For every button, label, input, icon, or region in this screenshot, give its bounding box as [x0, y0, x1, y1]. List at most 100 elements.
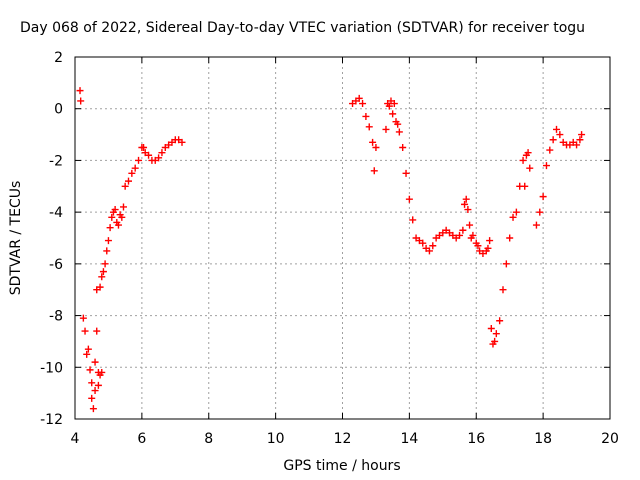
data-point	[556, 131, 564, 139]
data-point	[429, 242, 437, 250]
data-point	[359, 100, 367, 108]
data-point	[81, 327, 89, 335]
data-point	[121, 182, 129, 190]
data-point	[492, 330, 500, 338]
data-point	[549, 136, 557, 144]
data-point	[131, 164, 139, 172]
data-point	[394, 120, 402, 128]
data-point	[536, 208, 544, 216]
data-point	[101, 260, 109, 268]
data-point	[484, 244, 492, 252]
data-point	[578, 131, 586, 139]
x-tick-label: 20	[601, 431, 619, 447]
data-point	[125, 177, 132, 185]
data-point	[486, 237, 494, 245]
data-point	[155, 154, 163, 162]
data-point	[94, 381, 102, 389]
data-point	[140, 144, 148, 151]
y-tick-label: 0	[54, 102, 63, 118]
data-point	[474, 242, 482, 250]
data-point	[84, 345, 92, 353]
data-point	[573, 141, 581, 149]
data-point	[98, 273, 106, 281]
x-tick-label: 8	[204, 431, 213, 447]
data-point	[79, 314, 87, 322]
data-point	[76, 87, 84, 95]
y-tick-label: -6	[49, 257, 63, 273]
x-tick-label: 18	[534, 431, 552, 447]
data-point	[135, 156, 143, 164]
data-point	[466, 221, 474, 229]
data-point	[108, 213, 116, 221]
x-tick-label: 16	[467, 431, 485, 447]
x-tick-label: 12	[334, 431, 352, 447]
data-point	[158, 149, 166, 157]
data-point	[419, 239, 427, 247]
data-point	[385, 102, 393, 110]
data-point	[469, 231, 477, 239]
x-axis-label: GPS time / hours	[283, 458, 400, 474]
data-point	[365, 123, 373, 131]
data-point	[459, 226, 467, 234]
data-point	[355, 94, 363, 102]
y-tick-label: -4	[49, 205, 63, 221]
data-point	[425, 247, 433, 255]
data-point	[405, 195, 413, 203]
data-point	[88, 379, 96, 387]
data-point	[382, 125, 390, 133]
data-point	[546, 146, 554, 154]
data-point	[128, 169, 136, 177]
data-point	[145, 151, 153, 159]
data-point	[519, 156, 527, 164]
data-point	[389, 110, 397, 118]
data-point	[111, 206, 119, 214]
chart-title: Day 068 of 2022, Sidereal Day-to-day VTE…	[20, 20, 585, 36]
data-point	[83, 350, 91, 358]
data-point	[464, 206, 472, 214]
data-point	[98, 368, 106, 376]
data-point	[362, 112, 370, 120]
x-tick-label: 4	[71, 431, 80, 447]
data-point	[119, 203, 127, 211]
data-point	[96, 283, 104, 291]
data-point	[576, 136, 584, 144]
data-point	[496, 317, 504, 325]
y-tick-label: -12	[40, 412, 63, 428]
data-point	[524, 149, 532, 157]
data-point	[542, 162, 550, 170]
data-point	[106, 224, 114, 232]
data-point	[402, 169, 410, 177]
x-tick-label: 10	[267, 431, 285, 447]
data-point	[487, 325, 495, 332]
data-point	[512, 208, 520, 216]
data-point	[526, 164, 534, 172]
data-point	[370, 167, 378, 175]
y-tick-label: -10	[40, 360, 63, 376]
y-tick-label: -8	[49, 309, 63, 325]
data-point	[390, 100, 398, 108]
data-point	[539, 193, 547, 201]
data-point	[93, 327, 101, 335]
x-tick-label: 6	[137, 431, 146, 447]
data-point	[399, 144, 407, 151]
data-point	[118, 213, 126, 221]
x-tick-label: 14	[400, 431, 418, 447]
data-point	[77, 97, 85, 105]
y-tick-label: 2	[54, 50, 63, 66]
data-point	[369, 138, 377, 146]
data-point	[521, 182, 529, 190]
data-point	[395, 128, 403, 136]
y-axis-label: SDTVAR / TECUs	[8, 181, 24, 296]
data-point	[104, 237, 112, 245]
data-point	[506, 234, 514, 242]
data-point	[114, 221, 122, 229]
grid	[75, 57, 610, 419]
data-point	[461, 200, 469, 208]
data-point	[89, 405, 97, 413]
data-points	[76, 87, 586, 413]
data-point	[88, 394, 96, 402]
data-point	[178, 138, 186, 146]
data-point	[456, 231, 464, 239]
